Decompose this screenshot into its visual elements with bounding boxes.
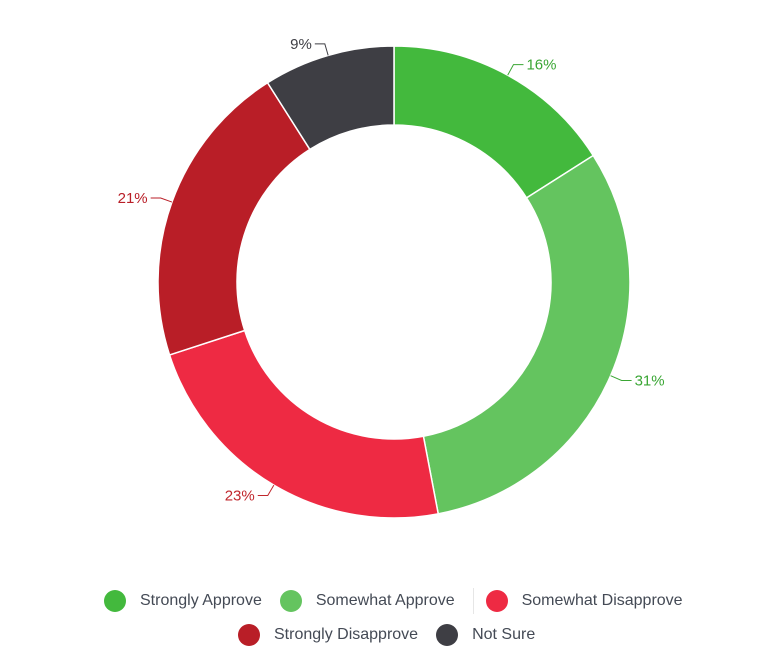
legend-label: Strongly Disapprove <box>274 626 419 643</box>
legend-item-somewhat-disapprove[interactable]: Somewhat Disapprove <box>485 590 683 612</box>
legend-item-strongly-disapprove[interactable]: Strongly Disapprove <box>238 624 418 646</box>
data-label-not-sure: 9% <box>290 36 312 53</box>
legend-label: Somewhat Approve <box>315 592 455 609</box>
leader-line-strongly-approve <box>507 64 524 76</box>
data-label-strongly-disapprove: 21% <box>118 190 148 207</box>
data-label-strongly-approve: 16% <box>526 57 556 74</box>
legend-item-not-sure[interactable]: Not Sure <box>436 624 535 646</box>
leader-line-somewhat-approve <box>610 375 632 381</box>
donut-chart: 16% 31% 23% 21% 9% <box>118 36 665 519</box>
leader-line-somewhat-disapprove <box>257 484 275 496</box>
legend-row-1: Strongly Approve Somewhat Approve Somewh… <box>104 588 701 614</box>
legend-item-somewhat-approve[interactable]: Somewhat Approve <box>279 590 455 612</box>
legend-row-2: Strongly Disapprove Not Sure <box>238 624 553 646</box>
leader-line-not-sure <box>314 43 329 56</box>
slice-somewhat-approve[interactable] <box>422 154 631 515</box>
legend-swatch-strongly-approve <box>104 590 126 612</box>
legend-divider <box>472 588 474 614</box>
legend-swatch-somewhat-disapprove <box>485 590 508 612</box>
slice-strongly-disapprove[interactable] <box>157 81 311 356</box>
legend-swatch-somewhat-approve <box>279 590 302 612</box>
data-label-somewhat-approve: 31% <box>635 372 665 389</box>
legend-label: Not Sure <box>472 626 536 643</box>
legend-label: Somewhat Disapprove <box>521 592 683 609</box>
slice-somewhat-disapprove[interactable] <box>168 329 440 519</box>
leader-line-strongly-disapprove <box>150 197 173 203</box>
legend-swatch-not-sure <box>436 624 459 646</box>
slice-not-sure[interactable] <box>266 45 395 151</box>
legend-swatch-strongly-disapprove <box>238 624 260 646</box>
legend-label: Strongly Approve <box>140 592 262 609</box>
legend-item-strongly-approve[interactable]: Strongly Approve <box>104 590 262 612</box>
data-label-somewhat-disapprove: 23% <box>225 487 255 504</box>
